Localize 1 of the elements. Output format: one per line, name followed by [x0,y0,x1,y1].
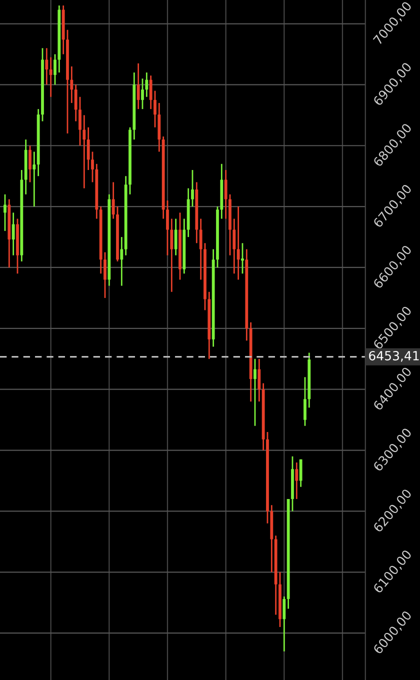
ref-line-label: 6453,41 [369,350,419,362]
